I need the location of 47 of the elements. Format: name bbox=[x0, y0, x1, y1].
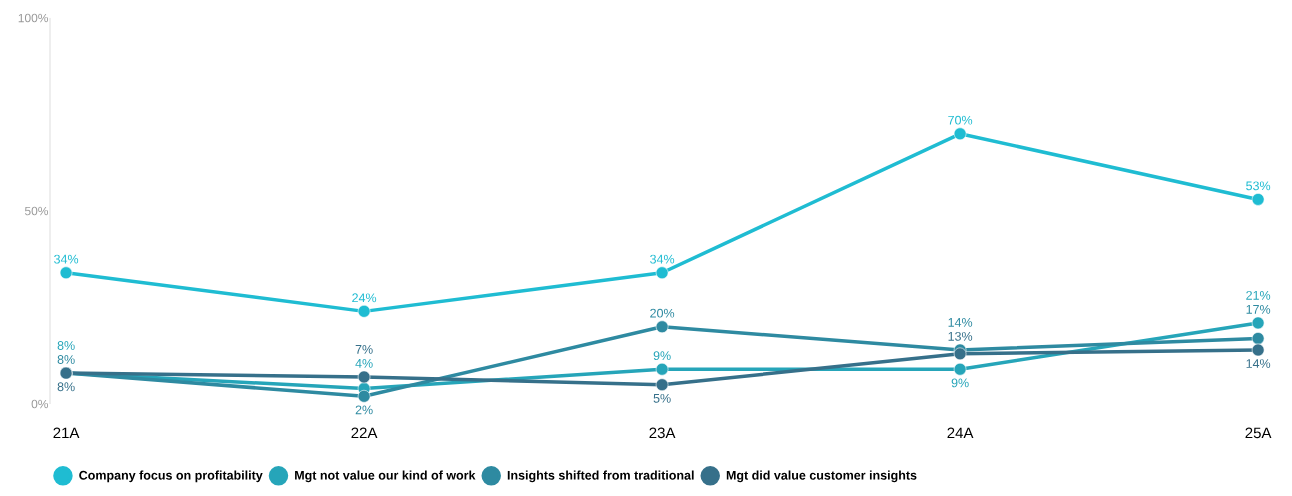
x-tick-label: 22A bbox=[351, 427, 378, 439]
point bbox=[1251, 316, 1265, 330]
data-label: 70% bbox=[948, 115, 973, 125]
data-label: 21% bbox=[1246, 290, 1271, 300]
data-label: 20% bbox=[650, 308, 675, 318]
point bbox=[953, 347, 967, 361]
x-tick-label: 24A bbox=[947, 427, 974, 439]
point bbox=[1251, 193, 1265, 206]
legend-label: Company focus on profitability bbox=[79, 470, 263, 483]
legend-label: Mgt did value customer insights bbox=[726, 470, 917, 483]
data-label: 4% bbox=[355, 359, 373, 368]
data-label: 5% bbox=[653, 393, 671, 403]
legend-label: Insights shifted from traditional bbox=[507, 470, 694, 483]
point bbox=[357, 370, 371, 384]
data-label: 34% bbox=[650, 254, 675, 264]
x-tick-label: 23A bbox=[649, 427, 676, 439]
point bbox=[655, 266, 669, 280]
data-label: 14% bbox=[948, 318, 973, 327]
data-label: 7% bbox=[355, 345, 373, 354]
data-label: 8% bbox=[57, 382, 75, 392]
legend-label: Mgt not value our kind of work bbox=[295, 470, 476, 483]
data-label: 13% bbox=[948, 331, 973, 341]
point bbox=[655, 378, 669, 391]
y-tick-label: 0% bbox=[31, 399, 49, 409]
point bbox=[953, 362, 967, 376]
data-label: 24% bbox=[352, 293, 377, 303]
x-tick-label: 25A bbox=[1245, 427, 1272, 439]
data-label: 9% bbox=[653, 351, 671, 361]
data-label: 53% bbox=[1246, 181, 1271, 191]
point bbox=[1251, 343, 1265, 357]
point bbox=[357, 389, 371, 403]
x-tick-label: 21A bbox=[53, 427, 80, 439]
data-label: 14% bbox=[1246, 359, 1271, 368]
data-label: 2% bbox=[355, 405, 373, 415]
point bbox=[357, 305, 371, 318]
data-label: 8% bbox=[57, 355, 75, 364]
data-label: 8% bbox=[57, 341, 75, 350]
y-tick-label: 50% bbox=[24, 206, 49, 216]
data-label: 34% bbox=[54, 254, 79, 264]
point bbox=[655, 362, 669, 376]
y-tick-label: 100% bbox=[18, 13, 49, 23]
point bbox=[59, 266, 73, 280]
data-label: 9% bbox=[951, 378, 969, 388]
point bbox=[655, 320, 669, 334]
data-label: 17% bbox=[1246, 304, 1271, 314]
point bbox=[953, 127, 967, 141]
point bbox=[1251, 332, 1265, 345]
